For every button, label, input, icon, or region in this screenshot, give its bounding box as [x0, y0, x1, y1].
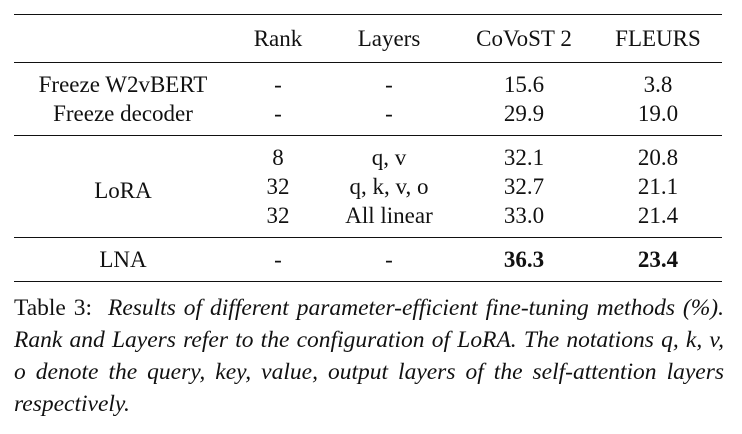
- table-cell: -: [385, 247, 393, 272]
- table-cell: -: [274, 101, 282, 126]
- group-label: LoRA: [94, 177, 152, 203]
- empty-header: [14, 14, 232, 63]
- table-cell: 19.0: [637, 101, 679, 126]
- table-cell: 23.4: [637, 247, 679, 272]
- table-row: LNA - - 36.3 23.4: [14, 238, 722, 282]
- caption: Table 3: Results of different parameter-…: [14, 292, 724, 420]
- table-cell: -: [385, 101, 393, 126]
- row-label: LNA: [99, 247, 147, 272]
- table-cell: 32: [266, 174, 290, 199]
- table-cell: 21.4: [637, 203, 679, 228]
- table-row: 32 q, k, v, o 32.7 21.1: [14, 172, 722, 201]
- caption-text: Results of different parameter-efficient…: [14, 295, 725, 417]
- table-cell: 36.3: [503, 247, 545, 272]
- table-section: Freeze W2vBERT - - 15.6 3.8 Freeze decoder - - 2…: [14, 63, 722, 136]
- table-cell: 33.0: [503, 203, 545, 228]
- table-cell: 8: [272, 145, 284, 170]
- table-cell: -: [274, 72, 282, 97]
- table-cell: 29.9: [503, 101, 545, 126]
- table-row: Freeze W2vBERT - - 15.6 3.8: [14, 63, 722, 100]
- table-cell: 21.1: [637, 174, 679, 199]
- table-cell: -: [385, 72, 393, 97]
- results-table: Rank Layers CoVoST 2 FLEURS Freeze W2vBERT -…: [14, 14, 722, 282]
- table-cell: 32: [266, 203, 290, 228]
- column-header: CoVoST 2: [454, 14, 594, 63]
- table-section: LNA - - 36.3 23.4: [14, 238, 722, 282]
- table-row: LoRA 8 q, v 32.1 20.8: [14, 136, 722, 203]
- table-cell: q, v: [371, 145, 407, 170]
- table-cell: 15.6: [503, 72, 545, 97]
- table-header: Rank Layers CoVoST 2 FLEURS: [14, 14, 722, 63]
- table-cell: 20.8: [637, 145, 679, 170]
- table-cell: q, k, v, o: [349, 174, 429, 199]
- table-cell: 3.8: [643, 72, 673, 97]
- row-label: Freeze W2vBERT: [38, 72, 208, 97]
- table-row: Freeze decoder - - 29.9 19.0: [14, 99, 722, 136]
- row-label: Freeze decoder: [53, 101, 193, 126]
- caption-label: Table 3:: [14, 295, 93, 321]
- column-header: Rank: [232, 14, 324, 63]
- column-header: Layers: [324, 14, 454, 63]
- table-cell: All linear: [345, 203, 433, 228]
- table-cell: 32.1: [503, 145, 545, 170]
- table-section: LoRA 8 q, v 32.1 20.8 32 q, k, v, o 32.7 21.1 32 A…: [14, 136, 722, 238]
- column-header: FLEURS: [594, 14, 722, 63]
- table-row: 32 All linear 33.0 21.4: [14, 201, 722, 238]
- table-cell: -: [274, 247, 282, 272]
- table-cell: 32.7: [503, 174, 545, 199]
